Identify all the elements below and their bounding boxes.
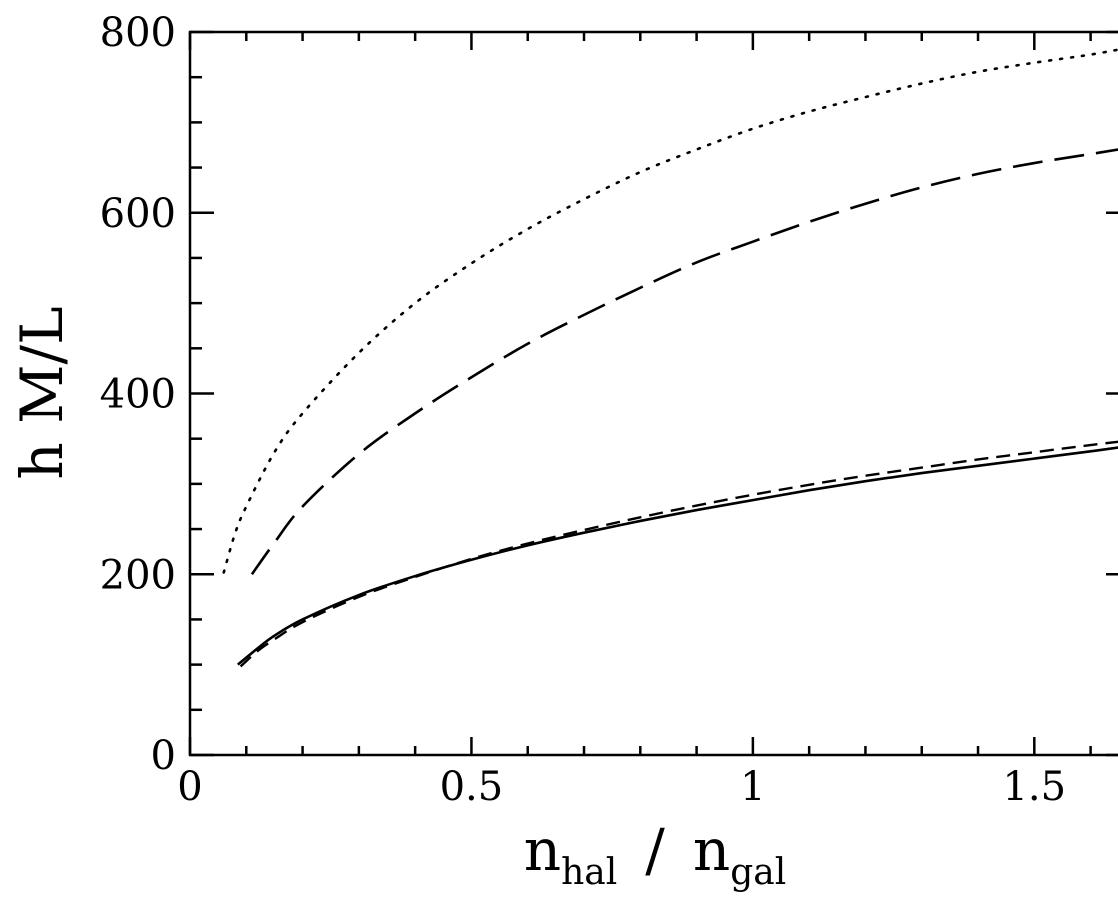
x-tick-label: 0 bbox=[177, 764, 202, 810]
plot-frame bbox=[188, 30, 1118, 757]
x-axis-label-main: n bbox=[524, 816, 561, 884]
x-axis-label: nhal / ngal bbox=[524, 816, 786, 893]
ticks bbox=[188, 30, 1118, 757]
x-axis-label-main2: n bbox=[693, 816, 730, 884]
x-tick-label: 0.5 bbox=[440, 764, 504, 810]
y-tick-label: 400 bbox=[100, 372, 176, 418]
x-axis-label-sub2: gal bbox=[730, 852, 786, 893]
y-tick-label: 200 bbox=[100, 552, 176, 598]
series-line-long-dash bbox=[250, 148, 1118, 576]
series-line-dotted bbox=[222, 48, 1118, 574]
y-tick-label: 800 bbox=[100, 10, 176, 56]
x-tick-label: 1.5 bbox=[1002, 764, 1066, 810]
y-tick-label: 0 bbox=[151, 733, 176, 779]
series-line-solid bbox=[237, 446, 1118, 666]
x-axis-label-sub: hal bbox=[561, 852, 617, 893]
y-tick-label: 600 bbox=[100, 191, 176, 237]
x-axis-label-slash: / bbox=[645, 816, 665, 884]
tick-labels: 0 0.5 1 1.5 0 200 400 600 800 bbox=[100, 10, 1066, 810]
series-group bbox=[222, 48, 1118, 668]
x-tick-label: 1 bbox=[740, 764, 765, 810]
y-axis-label: h M/L bbox=[8, 306, 76, 479]
series-line-short-dash bbox=[239, 440, 1118, 668]
